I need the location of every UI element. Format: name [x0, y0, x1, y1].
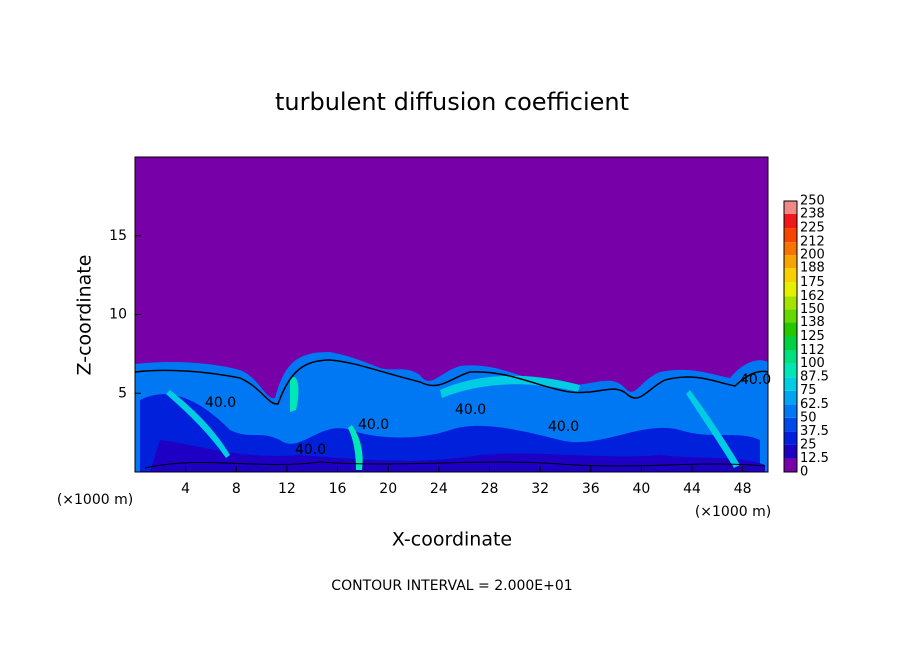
contour-label: 40.0 [740, 372, 771, 388]
field-streak [166, 390, 230, 458]
colorbar-band [784, 201, 797, 215]
colorbar-band [784, 268, 797, 283]
x-unit-label: (×1000 m) [695, 504, 771, 520]
contour-line [134, 359, 769, 405]
colorbar-label: 25 [800, 437, 817, 452]
colorbar-band [784, 228, 797, 243]
colorbar-label: 238 [800, 207, 825, 222]
x-tick-label: 20 [379, 481, 397, 497]
field [134, 157, 769, 472]
colorbar-label: 0 [800, 465, 808, 480]
colorbar-band [784, 417, 797, 432]
colorbar-band [784, 444, 797, 459]
field-streak [348, 425, 363, 470]
footnote: CONTOUR INTERVAL = 2.000E+01 [331, 578, 572, 594]
x-tick-label: 36 [582, 481, 600, 497]
colorbar-band [784, 336, 797, 351]
y-tick-label: 10 [109, 307, 127, 323]
colorbar-label: 125 [800, 329, 825, 344]
colorbar-label: 100 [800, 356, 825, 371]
colorbar-label: 112 [800, 343, 825, 358]
x-tick-label: 4 [181, 481, 190, 497]
x-tick-label: 44 [683, 481, 701, 497]
x-tick-label: 24 [430, 481, 448, 497]
colorbar-label: 75 [800, 383, 817, 398]
colorbar-label: 225 [800, 221, 825, 236]
colorbar-band [784, 322, 797, 337]
x-tick-label: 32 [531, 481, 549, 497]
colorbar-label: 138 [800, 315, 825, 330]
colorbar-label: 62.5 [800, 397, 829, 412]
x-tick-label: 12 [278, 481, 296, 497]
colorbar-label: 212 [800, 235, 825, 250]
y-tick-label: 15 [109, 228, 127, 244]
colorbar-label: 87.5 [800, 370, 829, 385]
colorbar-label: 175 [800, 275, 825, 290]
contour-label: 40.0 [455, 402, 486, 418]
x-tick-label: 16 [329, 481, 347, 497]
colorbar-band [784, 214, 797, 229]
colorbar-frame [783, 200, 798, 473]
x-axis-label: X-coordinate [392, 529, 512, 551]
x-tick-label: 28 [481, 481, 499, 497]
y-tick-label: 5 [118, 385, 127, 401]
field-streak [290, 376, 299, 412]
x-unit-label: (×1000 m) [57, 492, 133, 508]
field-streak [686, 390, 740, 468]
colorbar-label: 50 [800, 410, 817, 425]
x-tick-label: 8 [232, 481, 241, 497]
contour-label: 40.0 [548, 419, 579, 435]
field-region [140, 394, 760, 472]
x-tick-label: 48 [734, 481, 752, 497]
y-axis-label: Z-coordinate [74, 255, 96, 376]
colorbar-band [784, 296, 797, 310]
contour-label: 40.0 [358, 417, 389, 433]
chart-title: turbulent diffusion coefficient [275, 88, 629, 116]
colorbar-band [784, 350, 797, 364]
colorbar-label: 250 [800, 194, 825, 209]
colorbar-band [784, 404, 797, 418]
colorbar-band [784, 282, 797, 297]
contour-label: 40.0 [205, 395, 236, 411]
contour-line [144, 461, 766, 469]
colorbar-label: 162 [800, 289, 825, 304]
field-streak [440, 375, 580, 398]
contour-label: 40.0 [295, 442, 326, 458]
colorbar-band [784, 458, 797, 472]
colorbar-band [784, 309, 797, 323]
colorbar-band [784, 390, 797, 405]
colorbar-band [784, 431, 797, 445]
colorbar-band [784, 255, 797, 269]
colorbar-label: 200 [800, 248, 825, 263]
colorbar-label: 188 [800, 261, 825, 276]
x-tick-label: 40 [632, 481, 650, 497]
colorbar-label: 150 [800, 302, 825, 317]
colorbar-band [784, 242, 797, 256]
colorbar-label: 37.5 [800, 424, 829, 439]
colorbar-label: 12.5 [800, 451, 829, 466]
colorbar-band [784, 363, 797, 378]
colorbar-band [784, 377, 797, 391]
